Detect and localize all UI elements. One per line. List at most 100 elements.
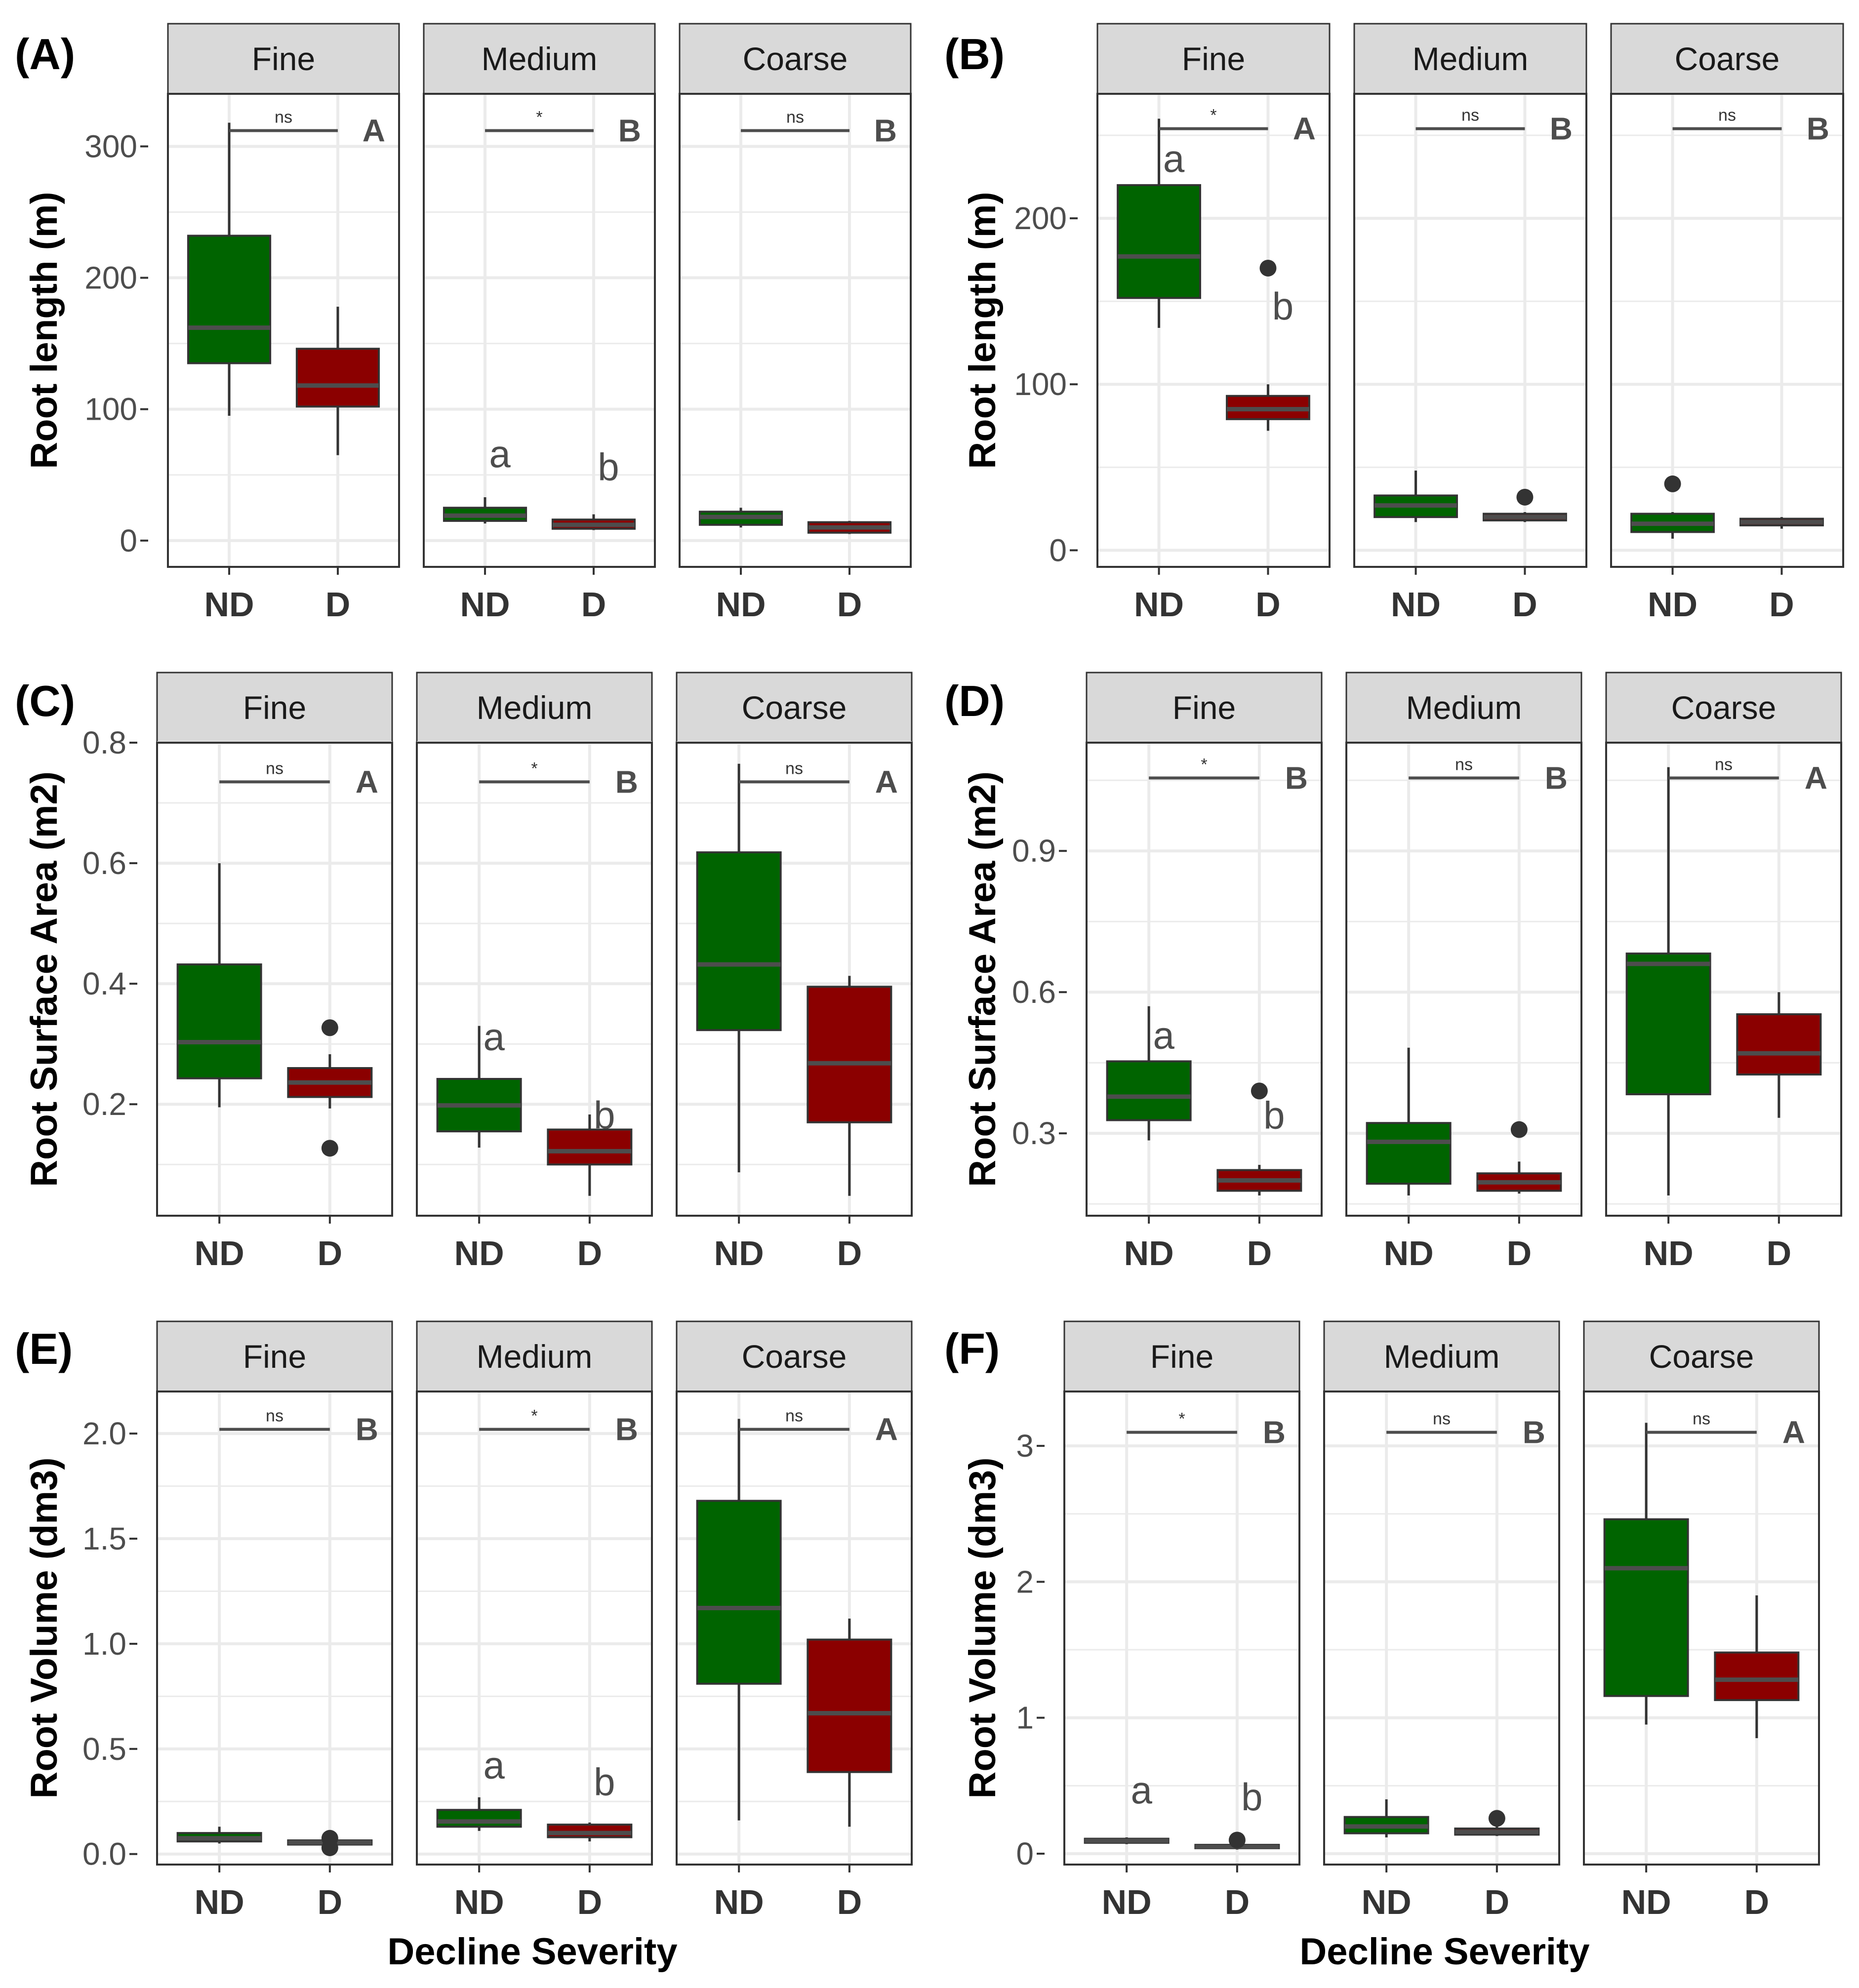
facet-strip [423, 23, 656, 95]
outlier-point [1516, 488, 1534, 506]
y-tick-label: 0.3 [1012, 1115, 1056, 1151]
x-axis-title-right: Decline Severity [1299, 1931, 1589, 1973]
plot-background [424, 94, 655, 567]
panel-border [416, 742, 653, 1217]
facet-medium: Medium ns B ND D [1323, 1320, 1560, 1921]
facet-strip [1353, 23, 1587, 95]
panel-border [156, 1391, 393, 1866]
size-class-letter: B [356, 1412, 378, 1447]
significance-label: ns [1433, 1410, 1451, 1429]
facet-strip-label: Fine [252, 40, 315, 77]
facet-strip [1323, 1320, 1560, 1392]
box-nd [176, 963, 262, 1079]
outlier-point [1228, 1831, 1246, 1849]
x-tick-label: D [1485, 1883, 1510, 1921]
box-d [807, 986, 892, 1123]
facet-strip-label: Medium [477, 689, 593, 726]
box-nd [1117, 184, 1201, 299]
x-tick-label: ND [1644, 1234, 1694, 1272]
y-axis-title: Root length (m) [23, 192, 65, 469]
group-letter: b [1241, 1775, 1262, 1819]
facet-strip [1086, 672, 1323, 744]
y-axis-title: Root Volume (dm3) [962, 1457, 1004, 1798]
significance-label: * [536, 108, 542, 127]
panel-label: (A) [15, 30, 75, 79]
size-class-letter: B [1550, 111, 1573, 147]
x-tick-label: D [1744, 1883, 1770, 1921]
facet-strip [1583, 1320, 1820, 1392]
facet-fine: Fine * Aa b ND D [1096, 23, 1331, 624]
x-tick-label: D [577, 1234, 603, 1272]
box-nd [1625, 953, 1711, 1096]
y-tick-label: 0 [1049, 532, 1067, 568]
plot-background [157, 1392, 392, 1865]
significance-label: ns [1455, 755, 1473, 774]
facet-medium: Medium ns B ND D [1353, 23, 1587, 624]
panel-border [1096, 93, 1331, 568]
outlier-point [1510, 1121, 1528, 1138]
x-tick-label: D [325, 585, 351, 624]
facet-coarse: Coarse ns A ND D [676, 1320, 913, 1921]
x-tick-label: ND [460, 585, 510, 624]
facet-coarse: Coarse ns A ND D [1605, 672, 1842, 1272]
x-tick-label: ND [204, 585, 254, 624]
panel-border [1583, 1391, 1820, 1866]
significance-label: ns [1715, 755, 1733, 774]
x-tick-label: ND [1362, 1883, 1412, 1921]
x-tick-label: D [577, 1883, 603, 1921]
box-d [1736, 1013, 1822, 1076]
group-letter: a [483, 1743, 505, 1787]
panel-border [1063, 1391, 1300, 1866]
x-tick-label: D [837, 1234, 862, 1272]
x-tick-label: ND [1391, 585, 1441, 624]
significance-label: ns [1461, 106, 1479, 125]
facet-coarse: Coarse ns B ND D [1610, 23, 1844, 624]
facet-strip-label: Fine [1172, 689, 1236, 726]
y-tick-label: 3 [1016, 1428, 1034, 1464]
size-class-letter: A [1805, 760, 1827, 795]
x-tick-label: ND [716, 585, 766, 624]
size-class-letter: B [1807, 111, 1829, 147]
facet-strip [156, 1320, 393, 1392]
facet-strip-label: Medium [477, 1338, 593, 1375]
size-class-letter: B [1545, 760, 1568, 795]
box-nd [1106, 1060, 1192, 1121]
x-axis-title-left: Decline Severity [387, 1931, 677, 1973]
outlier-point [321, 1140, 338, 1157]
panel-border [423, 93, 656, 568]
y-tick-label: 0.6 [82, 845, 126, 881]
x-tick-label: ND [1102, 1883, 1152, 1921]
facet-strip [1345, 672, 1582, 744]
y-tick-label: 2.0 [82, 1416, 126, 1451]
size-class-letter: A [1293, 111, 1316, 147]
size-class-letter: A [363, 113, 385, 149]
size-class-letter: A [875, 764, 898, 799]
x-tick-label: ND [195, 1883, 244, 1921]
facet-fine: Fine ns A ND D [156, 672, 393, 1272]
plot-background [1087, 743, 1322, 1216]
y-tick-label: 100 [1014, 366, 1067, 402]
facet-fine: Fine * Ba b ND D [1063, 1320, 1300, 1921]
x-tick-label: D [837, 585, 862, 624]
panel-border [156, 742, 393, 1217]
facet-strip [1063, 1320, 1300, 1392]
y-tick-label: 0 [120, 523, 137, 558]
size-class-letter: B [615, 1412, 638, 1447]
plot-background [1097, 94, 1330, 567]
x-tick-label: D [1767, 1234, 1792, 1272]
panel-border [1610, 93, 1844, 568]
size-class-letter: B [615, 764, 638, 799]
significance-label: * [531, 759, 537, 778]
significance-label: ns [266, 1407, 283, 1426]
facet-strip [1096, 23, 1331, 95]
size-class-letter: B [1285, 760, 1308, 795]
y-tick-label: 200 [1014, 200, 1067, 236]
panel-label: (E) [15, 1324, 73, 1373]
facet-medium: Medium ns B ND D [1345, 672, 1582, 1272]
plot-background [1611, 94, 1843, 567]
facet-strip [156, 672, 393, 744]
plot-background [417, 1392, 652, 1865]
significance-label: ns [1718, 106, 1736, 125]
facet-strip-label: Fine [1182, 40, 1245, 77]
